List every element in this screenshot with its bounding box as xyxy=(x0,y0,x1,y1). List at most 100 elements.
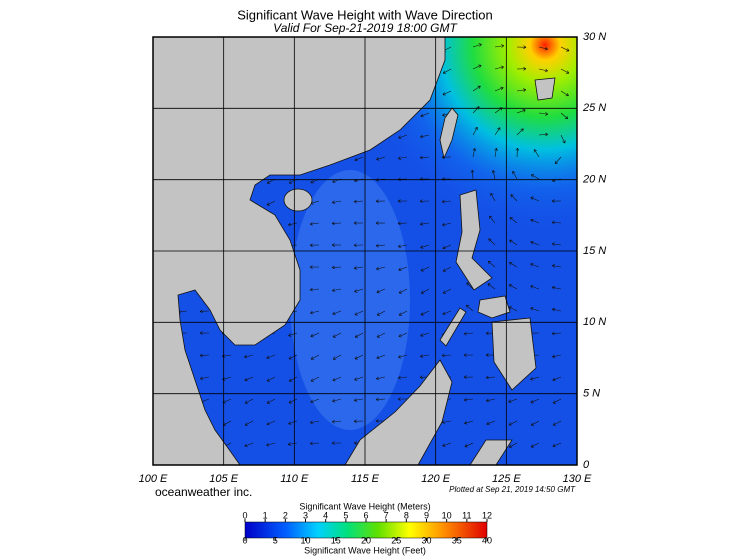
wave-arrow xyxy=(244,398,254,404)
wave-arrow xyxy=(353,419,364,424)
wave-arrow xyxy=(491,170,496,180)
wave-arrow xyxy=(354,354,364,360)
wave-arrow xyxy=(375,376,386,381)
feet-tick-label: 10 xyxy=(300,535,310,545)
meters-tick-label: 9 xyxy=(424,510,429,520)
wave-arrow xyxy=(331,288,342,293)
wave-arrow xyxy=(266,420,276,426)
wave-arrow xyxy=(442,266,452,272)
wave-arrow xyxy=(551,242,562,246)
wave-arrow xyxy=(560,68,570,74)
mainland xyxy=(153,37,446,465)
meters-tick-label: 3 xyxy=(303,510,308,520)
kyushu xyxy=(534,77,556,101)
wave-arrow xyxy=(420,332,430,337)
wave-arrow xyxy=(487,260,496,268)
wave-arrow xyxy=(354,156,364,162)
wave-arrow xyxy=(398,354,408,359)
wave-arrow xyxy=(288,398,298,404)
wave-arrow xyxy=(332,398,342,403)
palawan xyxy=(439,307,467,347)
wave-arrow xyxy=(266,398,276,404)
lon-label: 120 E xyxy=(421,473,450,485)
wave-arrow xyxy=(397,244,408,249)
mindanao xyxy=(491,317,537,391)
wave-arrow xyxy=(509,239,518,246)
wave-arrow xyxy=(530,376,540,381)
meters-tick-label: 2 xyxy=(283,510,288,520)
wave-arrow xyxy=(560,134,566,144)
wave-arrow xyxy=(516,45,527,50)
wave-arrow xyxy=(494,65,504,70)
wave-arrow xyxy=(486,398,496,403)
wave-arrow xyxy=(463,331,474,336)
wave-arrow xyxy=(530,174,540,180)
wave-arrow xyxy=(309,287,320,292)
wave-arrow xyxy=(441,420,452,424)
wave-arrow xyxy=(310,354,320,360)
wave-arrow xyxy=(309,265,320,269)
wave-arrow xyxy=(509,217,518,224)
wave-arrow xyxy=(516,66,527,71)
wave-arrow xyxy=(552,398,562,404)
wave-arrow xyxy=(375,243,386,248)
wave-arrow xyxy=(310,332,320,338)
wave-arrow xyxy=(472,126,478,136)
wave-arrow xyxy=(552,420,562,426)
credit: oceanweather inc. xyxy=(155,485,252,499)
lat-label: 20 N xyxy=(582,174,606,186)
wave-arrow xyxy=(516,128,524,136)
taiwan xyxy=(439,107,459,160)
wave-arrow xyxy=(331,200,342,204)
wave-arrow xyxy=(309,441,320,446)
wave-arrow xyxy=(376,288,386,294)
wave-arrow xyxy=(398,266,408,271)
wave-arrow xyxy=(375,397,386,402)
wave-arrow xyxy=(309,243,320,247)
wave-arrow xyxy=(472,85,481,92)
wave-arrow xyxy=(199,353,210,358)
wave-arrow xyxy=(464,420,474,425)
wave-arrow xyxy=(353,398,364,402)
wave-arrow xyxy=(398,288,408,294)
wave-arrow xyxy=(375,199,386,203)
meters-tick-label: 11 xyxy=(462,510,471,520)
wave-arrow xyxy=(551,199,562,203)
coordinate-labels: 100 E 105 E 110 E 115 E 120 E 125 E 130 E 0 5 N 1… xyxy=(139,31,607,485)
meters-tick-label: 5 xyxy=(343,510,348,520)
meters-title: Significant Wave Height (Meters) xyxy=(299,501,430,511)
wave-arrow xyxy=(353,221,364,225)
wave-arrow xyxy=(538,132,549,137)
lat-label: 25 N xyxy=(582,102,606,114)
wave-arrow xyxy=(420,310,430,316)
lat-label: 5 N xyxy=(583,388,600,400)
wave-arrow xyxy=(397,375,408,380)
feet-tick-label: 40 xyxy=(482,535,492,545)
wave-arrow xyxy=(551,220,562,225)
wave-arrow xyxy=(487,283,496,290)
wave-arrow xyxy=(464,442,474,448)
wave-arrow xyxy=(199,309,210,314)
wave-arrow xyxy=(419,354,430,358)
wave-arrow xyxy=(420,112,430,118)
wave-arrow xyxy=(560,112,569,120)
wave-arrow xyxy=(309,420,320,425)
wave-arrow xyxy=(309,222,320,226)
wave-arrow xyxy=(331,243,342,247)
wave-arrow xyxy=(353,243,364,247)
wave-arrow xyxy=(560,90,569,97)
map-frame xyxy=(152,36,578,466)
wave-arrow xyxy=(551,286,562,290)
borneo xyxy=(344,359,453,465)
wave-arrow xyxy=(472,64,482,70)
meters-tick-label: 4 xyxy=(323,510,328,520)
wave-arrow xyxy=(353,199,364,204)
wave-arrow xyxy=(376,354,386,360)
hainan xyxy=(283,188,313,212)
wave-arrow xyxy=(199,376,210,381)
wave-arrow xyxy=(420,288,430,294)
wave-arrow xyxy=(485,375,496,380)
wave-arrow xyxy=(510,194,518,202)
wave-arrow xyxy=(530,263,540,268)
